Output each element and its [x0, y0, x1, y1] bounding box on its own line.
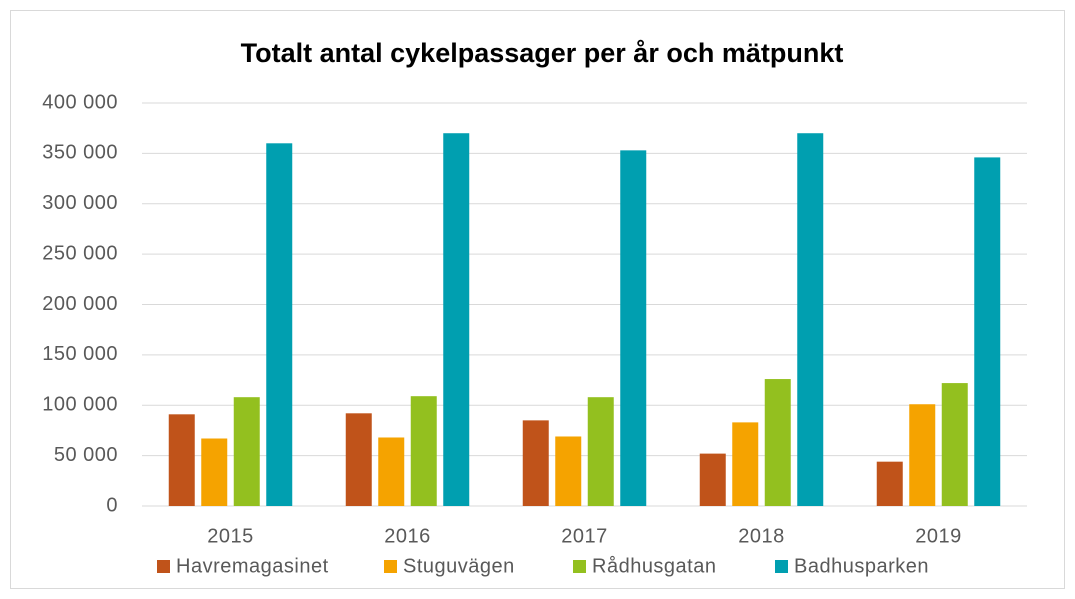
bar — [378, 437, 405, 506]
bar — [168, 414, 195, 506]
x-tick-label: 2017 — [561, 525, 608, 547]
legend-swatch — [157, 560, 170, 573]
bar — [699, 453, 726, 506]
y-tick-label: 100 000 — [42, 394, 118, 416]
bar — [909, 404, 936, 506]
bar — [555, 436, 582, 506]
legend-swatch — [384, 560, 397, 573]
x-tick-label: 2015 — [207, 525, 254, 547]
y-tick-label: 250 000 — [42, 242, 118, 264]
bar — [764, 379, 791, 506]
bar — [443, 133, 470, 506]
bar — [522, 420, 549, 506]
y-tick-label: 0 — [106, 494, 118, 516]
legend-label: Havremagasinet — [176, 555, 329, 577]
x-tick-label: 2016 — [384, 525, 431, 547]
bar — [410, 396, 437, 506]
legend-label: Rådhusgatan — [592, 555, 716, 577]
bar — [587, 397, 614, 506]
y-tick-label: 50 000 — [54, 444, 118, 466]
bar — [876, 461, 903, 506]
chart-title: Totalt antal cykelpassager per år och mä… — [241, 38, 844, 68]
bar — [345, 413, 372, 506]
bar — [201, 438, 228, 506]
legend-swatch — [775, 560, 788, 573]
bar — [620, 150, 647, 507]
bar — [233, 397, 260, 506]
bar — [732, 422, 759, 506]
bar — [941, 383, 968, 506]
bar — [974, 157, 1001, 506]
legend-label: Stuguvägen — [403, 555, 515, 577]
y-tick-label: 350 000 — [42, 142, 118, 164]
legend-swatch — [573, 560, 586, 573]
y-tick-label: 150 000 — [42, 343, 118, 365]
bar — [266, 143, 293, 507]
legend-label: Badhusparken — [794, 555, 929, 577]
x-tick-label: 2019 — [915, 525, 962, 547]
y-tick-label: 300 000 — [42, 192, 118, 214]
y-tick-label: 400 000 — [42, 91, 118, 113]
y-tick-label: 200 000 — [42, 293, 118, 315]
bar — [797, 133, 824, 506]
x-tick-label: 2018 — [738, 525, 785, 547]
